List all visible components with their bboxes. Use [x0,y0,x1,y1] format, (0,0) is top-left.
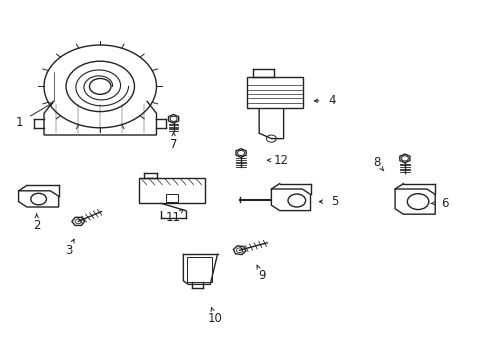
Text: 3: 3 [64,244,72,257]
Text: 1: 1 [16,116,23,129]
Text: 4: 4 [328,94,336,107]
Text: 8: 8 [372,156,380,168]
Text: 5: 5 [330,195,338,208]
Text: 6: 6 [440,197,448,210]
Text: 7: 7 [169,138,177,150]
Text: 12: 12 [273,154,288,167]
Text: 2: 2 [33,219,41,231]
Text: 11: 11 [166,211,181,224]
Text: 9: 9 [257,269,265,282]
Text: 10: 10 [207,312,222,325]
